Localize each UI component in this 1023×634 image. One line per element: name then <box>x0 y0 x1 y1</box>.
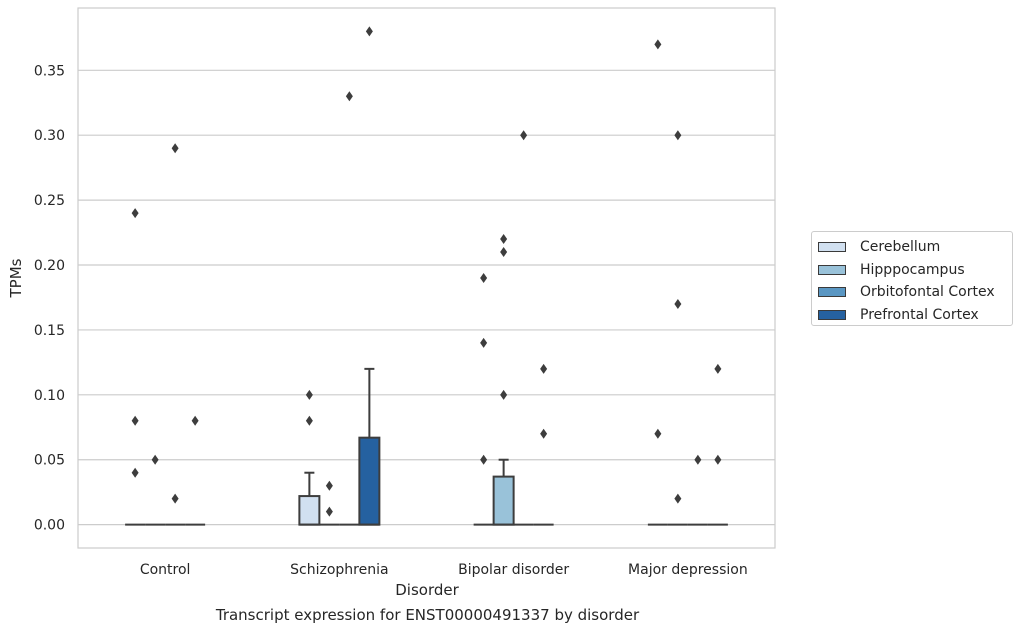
y-tick-label: 0.15 <box>34 323 65 339</box>
y-axis-label: TPMs <box>7 258 25 298</box>
outliers <box>131 26 722 517</box>
plot-frame <box>77 7 776 549</box>
y-tick-label: 0.20 <box>34 258 65 274</box>
y-tick-label: 0.35 <box>34 63 65 79</box>
outlier-point <box>131 415 139 426</box>
legend-item: Prefrontal Cortex <box>818 304 1012 327</box>
outlier-point <box>500 234 508 245</box>
outlier-point <box>131 208 139 219</box>
y-tick-label: 0.00 <box>34 518 65 534</box>
x-tick-label: Major depression <box>628 562 748 578</box>
outlier-point <box>654 428 662 439</box>
outlier-point <box>305 389 313 400</box>
outlier-point <box>171 493 179 504</box>
grid-lines <box>78 69 775 526</box>
legend-swatch <box>818 287 846 298</box>
legend-item: Cerebellum <box>818 236 1012 259</box>
x-tick-labels: Control Schizophrenia Bipolar disorder Majo… <box>140 562 748 578</box>
outlier-point <box>520 130 528 141</box>
legend-label: Orbitofontal Cortex <box>860 284 995 301</box>
outlier-point <box>365 26 373 37</box>
outlier-point <box>674 130 682 141</box>
outlier-point <box>171 143 179 154</box>
outlier-point <box>714 454 722 465</box>
outlier-point <box>654 39 662 50</box>
outlier-point <box>345 91 353 102</box>
boxes <box>125 367 728 526</box>
legend-item: Hipppocampus <box>818 259 1012 282</box>
outlier-point <box>540 363 548 374</box>
box <box>492 475 515 526</box>
chart-caption: Transcript expression for ENST0000049133… <box>215 606 640 624</box>
outlier-point <box>191 415 199 426</box>
y-tick-labels: 0.00 0.05 0.10 0.15 0.20 0.25 0.30 0.35 <box>34 63 65 533</box>
outlier-point <box>131 467 139 478</box>
outlier-point <box>674 298 682 309</box>
legend-label: Hipppocampus <box>860 261 965 278</box>
legend-item: Orbitofontal Cortex <box>818 281 1012 304</box>
legend-label: Cerebellum <box>860 239 941 256</box>
legend-swatch <box>818 242 846 253</box>
outlier-point <box>500 389 508 400</box>
outlier-point <box>714 363 722 374</box>
outlier-point <box>151 454 159 465</box>
legend: Cerebellum Hipppocampus Orbitofontal Cor… <box>811 231 1013 326</box>
outlier-point <box>305 415 313 426</box>
legend-swatch <box>818 264 846 275</box>
outlier-point <box>694 454 702 465</box>
outlier-point <box>480 337 488 348</box>
box <box>358 436 381 526</box>
legend-label: Prefrontal Cortex <box>860 306 979 323</box>
outlier-point <box>674 493 682 504</box>
x-tick-label: Control <box>140 562 191 578</box>
outlier-point <box>480 273 488 283</box>
legend-swatch <box>818 309 846 320</box>
y-tick-label: 0.05 <box>34 453 65 469</box>
x-tick-label: Bipolar disorder <box>458 562 569 578</box>
outlier-point <box>325 480 333 491</box>
x-tick-label: Schizophrenia <box>290 562 388 578</box>
y-tick-label: 0.25 <box>34 193 65 209</box>
x-axis-label: Disorder <box>395 581 459 599</box>
outlier-point <box>500 247 508 258</box>
outlier-point <box>325 506 333 517</box>
y-tick-label: 0.10 <box>34 388 65 404</box>
outlier-point <box>480 454 488 465</box>
y-tick-label: 0.30 <box>34 128 65 144</box>
box <box>298 495 321 526</box>
outlier-point <box>540 428 548 439</box>
